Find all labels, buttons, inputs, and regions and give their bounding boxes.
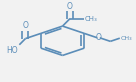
Text: HO: HO xyxy=(6,46,18,55)
Text: O: O xyxy=(67,2,73,11)
Text: CH₃: CH₃ xyxy=(120,36,132,41)
Text: CH₃: CH₃ xyxy=(84,16,97,22)
Text: O: O xyxy=(23,21,28,30)
Text: O: O xyxy=(96,33,102,42)
